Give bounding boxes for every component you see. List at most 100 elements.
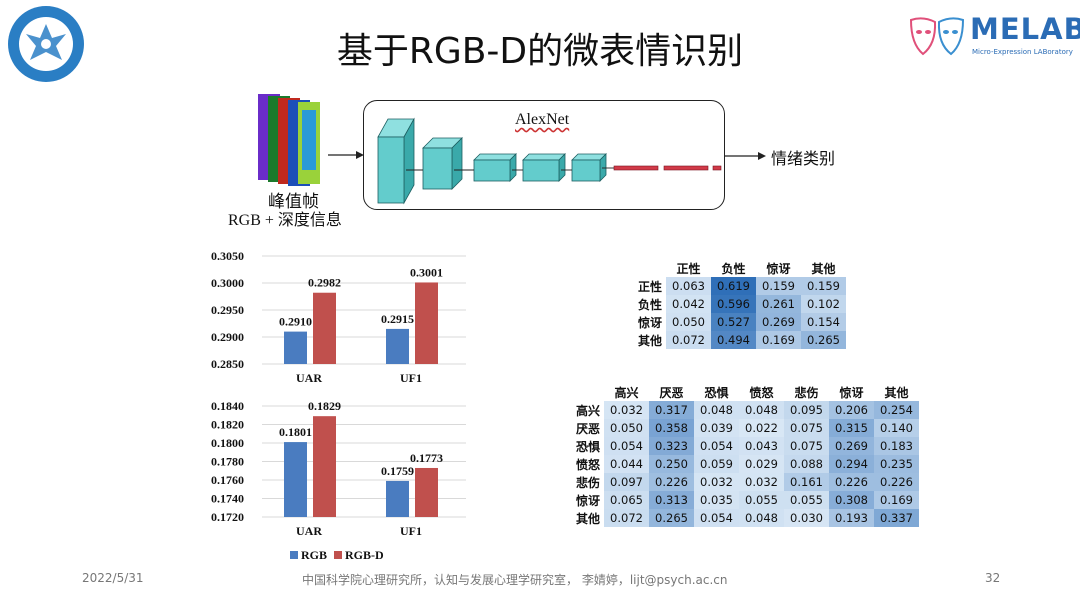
y-tick-label: 0.2850 <box>211 357 244 371</box>
y-tick-label: 0.2950 <box>211 303 244 317</box>
y-tick-label: 0.1800 <box>211 436 244 450</box>
heatmap-cell: 0.269 <box>756 313 801 331</box>
legend-label: RGB-D <box>345 548 384 562</box>
row-header: 惊讶 <box>637 315 662 330</box>
table-row: 恐惧 0.054 0.323 0.054 0.043 0.075 0.269 0.183 <box>564 437 919 455</box>
heatmap-cell: 0.323 <box>649 437 694 455</box>
bar-chart-4class: 0.3050 0.3000 0.2950 0.2900 0.2850 0.2910 0.29… <box>211 249 466 385</box>
bar-rgb-uf1 <box>386 328 409 364</box>
heatmap-cell: 0.169 <box>874 491 919 509</box>
heatmap-cell: 0.097 <box>604 473 649 491</box>
bar-rgb-d-uar <box>313 416 336 517</box>
bar-rgb-d-uf1 <box>415 282 438 364</box>
heatmap-cell: 0.294 <box>829 455 874 473</box>
heatmap-cell: 0.048 <box>694 401 739 419</box>
alexnet-label: AlexNet <box>515 111 570 128</box>
heatmap-cell: 0.102 <box>801 295 846 313</box>
heatmap-cell: 0.269 <box>829 437 874 455</box>
input-label-frame: 峰值帧 <box>268 192 319 212</box>
row-header: 负性 <box>637 297 662 312</box>
corner-cell <box>564 383 604 401</box>
heatmap-cell: 0.313 <box>649 491 694 509</box>
heatmap-cell: 0.527 <box>711 313 756 331</box>
heatmap-cell: 0.035 <box>694 491 739 509</box>
heatmap-cell: 0.032 <box>604 401 649 419</box>
legend-label: RGB <box>301 548 327 562</box>
heatmap-cell: 0.308 <box>829 491 874 509</box>
heatmap-cell: 0.161 <box>784 473 829 491</box>
y-tick-label: 0.3000 <box>211 276 244 290</box>
heatmap-cell: 0.022 <box>739 419 784 437</box>
footer-date: 2022/5/31 <box>82 571 144 585</box>
heatmap-cell: 0.055 <box>739 491 784 509</box>
table-row: 厌恶 0.050 0.358 0.039 0.022 0.075 0.315 0.140 <box>564 419 919 437</box>
column-header: 惊讶 <box>839 385 864 400</box>
heatmap-cell: 0.095 <box>784 401 829 419</box>
row-header: 正性 <box>637 279 662 294</box>
heatmap-cell: 0.063 <box>666 277 711 295</box>
x-tick-label: UAR <box>296 371 322 385</box>
heatmap-cell: 0.315 <box>829 419 874 437</box>
heatmap-table: 高兴 厌恶 恐惧 愤怒 悲伤 惊讶 其他 高兴 0.032 0.317 0.048 0.048 0.09… <box>564 383 919 527</box>
heatmap-cell: 0.619 <box>711 277 756 295</box>
column-header: 其他 <box>884 385 909 400</box>
heatmap-cell: 0.494 <box>711 331 756 349</box>
column-header: 高兴 <box>614 385 639 400</box>
y-tick-label: 0.3050 <box>211 249 244 263</box>
heatmap-cell: 0.059 <box>694 455 739 473</box>
heatmap-cell: 0.032 <box>694 473 739 491</box>
y-tick-label: 0.1760 <box>211 473 244 487</box>
output-label: 情绪类别 <box>771 149 836 168</box>
table-row: 其他 0.072 0.494 0.169 0.265 <box>626 331 846 349</box>
column-header: 悲伤 <box>794 385 819 400</box>
data-label: 0.1773 <box>410 451 443 465</box>
bar-rgb-d-uar <box>313 292 336 364</box>
heatmap-cell: 0.054 <box>694 437 739 455</box>
heatmap-cell: 0.140 <box>874 419 919 437</box>
table-row: 其他 0.072 0.265 0.054 0.048 0.030 0.193 0.337 <box>564 509 919 527</box>
heatmap-cell: 0.072 <box>666 331 711 349</box>
page-number: 32 <box>985 571 1001 585</box>
heatmap-cell: 0.337 <box>874 509 919 527</box>
corner-cell <box>626 259 666 277</box>
row-header: 惊讶 <box>575 493 600 508</box>
heatmap-cell: 0.048 <box>739 401 784 419</box>
heatmap-cell: 0.250 <box>649 455 694 473</box>
heatmap-cell: 0.065 <box>604 491 649 509</box>
table-row: 悲伤 0.097 0.226 0.032 0.032 0.161 0.226 0.226 <box>564 473 919 491</box>
heatmap-cell: 0.183 <box>874 437 919 455</box>
table-row: 愤怒 0.044 0.250 0.059 0.029 0.088 0.294 0.235 <box>564 455 919 473</box>
heatmap-cell: 0.265 <box>801 331 846 349</box>
melab-subtitle: Micro-Expression LABoratory <box>972 48 1073 56</box>
table-row: 正性 0.063 0.619 0.159 0.159 <box>626 277 846 295</box>
input-label-rgbd: RGB + 深度信息 <box>228 212 342 229</box>
heatmap-cell: 0.596 <box>711 295 756 313</box>
row-header: 其他 <box>637 333 662 348</box>
column-header: 正性 <box>676 261 701 276</box>
data-label: 0.1801 <box>279 425 312 439</box>
bar-rgb-uar <box>284 331 307 364</box>
data-label: 0.2910 <box>279 315 312 329</box>
heatmap-cell: 0.169 <box>756 331 801 349</box>
y-tick-label: 0.1840 <box>211 399 244 413</box>
y-tick-label: 0.1740 <box>211 492 244 506</box>
heatmap-cell: 0.159 <box>756 277 801 295</box>
heatmap-cell: 0.050 <box>666 313 711 331</box>
table-row: 高兴 0.032 0.317 0.048 0.048 0.095 0.206 0.254 <box>564 401 919 419</box>
heatmap-cell: 0.032 <box>739 473 784 491</box>
data-label: 0.2915 <box>381 312 414 326</box>
output-arrow-icon <box>724 152 766 160</box>
alexnet-layers-graphic <box>377 117 722 205</box>
heatmap-cell: 0.235 <box>874 455 919 473</box>
heatmap-cell: 0.317 <box>649 401 694 419</box>
y-tick-label: 0.1780 <box>211 455 244 469</box>
row-header: 悲伤 <box>575 475 600 490</box>
footer-affiliation: 中国科学院心理研究所，认知与发展心理学研究室， 李婧婷，lijt@psych.a… <box>302 573 728 587</box>
heatmap-cell: 0.039 <box>694 419 739 437</box>
heatmap-cell: 0.043 <box>739 437 784 455</box>
heatmap-cell: 0.054 <box>604 437 649 455</box>
heatmap-cell: 0.072 <box>604 509 649 527</box>
column-header: 惊讶 <box>766 261 791 276</box>
heatmap-cell: 0.265 <box>649 509 694 527</box>
x-tick-label: UF1 <box>400 371 422 385</box>
